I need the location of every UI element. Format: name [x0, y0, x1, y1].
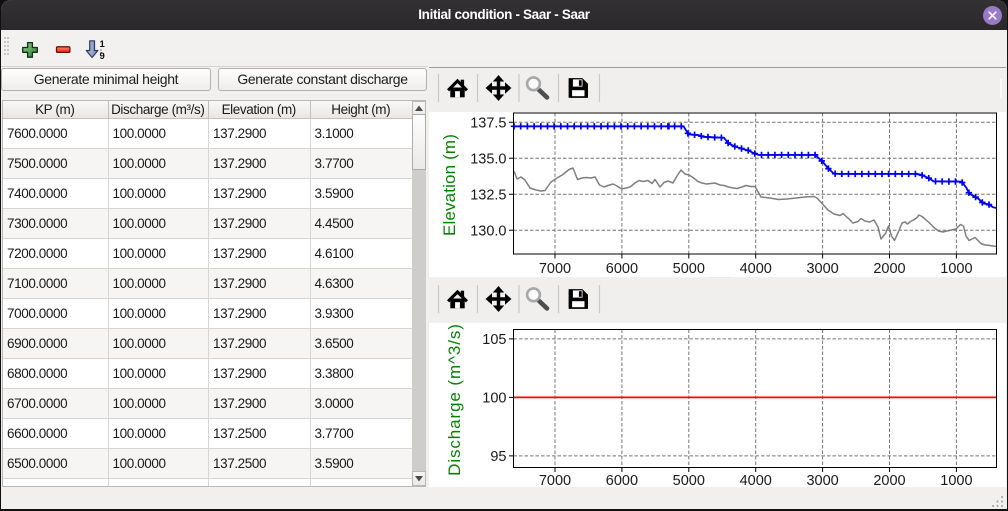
svg-text:3000: 3000 — [806, 473, 838, 487]
svg-text:6000: 6000 — [606, 473, 638, 487]
svg-text:5000: 5000 — [673, 261, 705, 277]
svg-text:132.5: 132.5 — [470, 188, 506, 204]
svg-text:9: 9 — [100, 51, 105, 62]
svg-text:4000: 4000 — [740, 261, 772, 277]
svg-text:2000: 2000 — [873, 473, 905, 487]
svg-text:100: 100 — [482, 391, 506, 407]
svg-text:130.0: 130.0 — [470, 224, 506, 240]
svg-text:1000: 1000 — [940, 261, 972, 277]
svg-text:3000: 3000 — [806, 261, 838, 277]
svg-text:2000: 2000 — [873, 261, 905, 277]
svg-text:Discharge (m^3/s): Discharge (m^3/s) — [445, 323, 464, 476]
svg-text:Elevation (m): Elevation (m) — [440, 134, 459, 236]
svg-text:5000: 5000 — [673, 473, 705, 487]
svg-text:1000: 1000 — [940, 473, 972, 487]
svg-text:7000: 7000 — [539, 473, 571, 487]
svg-text:137.5: 137.5 — [470, 116, 506, 132]
svg-text:1: 1 — [100, 39, 106, 50]
svg-text:105: 105 — [482, 332, 506, 348]
svg-text:135.0: 135.0 — [470, 152, 506, 168]
svg-text:95: 95 — [490, 449, 506, 465]
svg-text:4000: 4000 — [740, 473, 772, 487]
svg-text:7000: 7000 — [539, 261, 571, 277]
svg-text:6000: 6000 — [606, 261, 638, 277]
